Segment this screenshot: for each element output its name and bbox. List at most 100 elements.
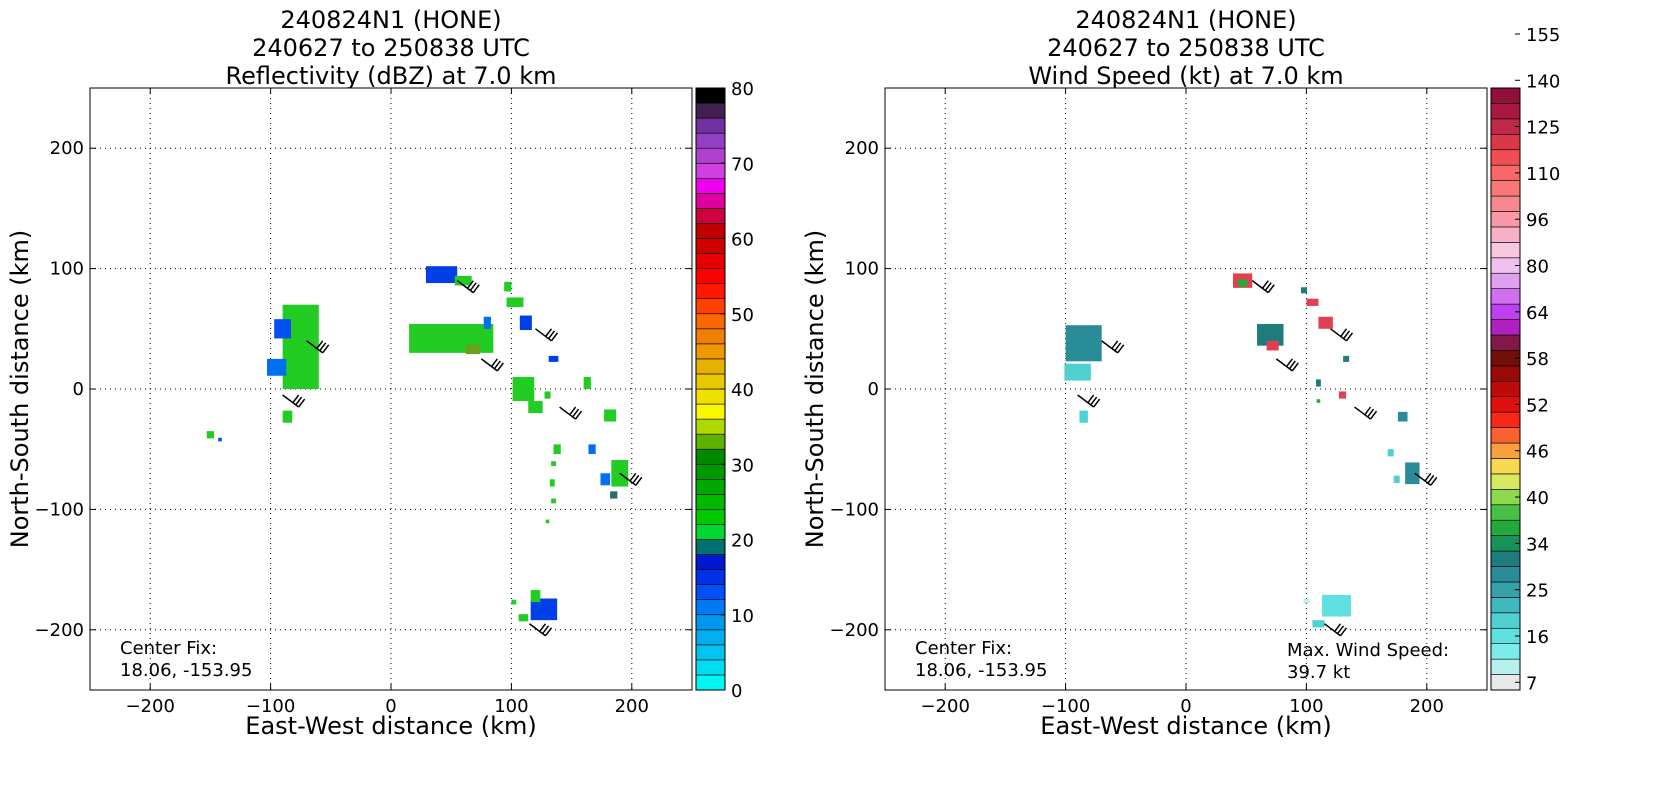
wind-barb-feather	[1424, 472, 1432, 482]
y-tick-label: 200	[845, 138, 879, 159]
wind-barb-feather	[292, 394, 300, 404]
wind-barb-feather	[1427, 474, 1435, 484]
colorbar-segment	[1490, 180, 1521, 197]
echo-cell	[282, 304, 319, 389]
y-tick-label: −100	[35, 499, 84, 520]
wind-barb	[1101, 340, 1125, 354]
echo-cell	[1338, 391, 1347, 399]
colorbar-tick-label: 80	[1526, 257, 1549, 278]
wind-barb-feather	[1336, 625, 1345, 635]
wind-barb-feather	[1114, 342, 1122, 352]
colorbar-segment	[1490, 427, 1521, 444]
echo-cell	[1303, 598, 1310, 604]
y-tick-label: 0	[73, 379, 84, 400]
echo-cell	[454, 275, 472, 286]
x-tick-label: 200	[1410, 696, 1444, 717]
echo-cell	[583, 376, 591, 389]
echo-cell	[1393, 475, 1400, 483]
echo-cell	[1316, 379, 1321, 387]
echo-cell	[528, 401, 543, 414]
colorbar-tick-label: 110	[1526, 164, 1560, 185]
x-tick-label: −100	[1041, 696, 1090, 717]
wind-barb-feather	[1117, 344, 1125, 354]
wind-barb-feather	[322, 344, 330, 354]
echo-cell	[518, 614, 529, 622]
colorbar-segment	[1490, 504, 1521, 521]
colorbar-tick-label: 58	[1526, 349, 1549, 370]
chart-title-line-1: 240824N1 (HONE)	[1075, 6, 1297, 34]
chart-title-line-1: 240824N1 (HONE)	[280, 6, 502, 34]
center-fix-label: Center Fix:	[915, 638, 1012, 659]
echo-cell	[1397, 411, 1408, 422]
wind-barb	[1354, 406, 1378, 420]
center-fix-value: 18.06, -153.95	[915, 660, 1047, 681]
y-axis-label: North-South distance (km)	[801, 230, 829, 549]
echo-cell	[1318, 316, 1333, 329]
wind-barb	[306, 340, 330, 354]
wind-barb-feather	[493, 360, 501, 370]
chart-title-line-3: Wind Speed (kt) at 7.0 km	[1028, 62, 1344, 90]
colorbar-segment	[1490, 612, 1521, 629]
center-fix-value: 18.06, -153.95	[120, 660, 252, 681]
colorbar-tick-label: 46	[1526, 442, 1549, 463]
colorbar-tick-label: 34	[1526, 534, 1549, 555]
echo-cell	[1306, 298, 1319, 306]
wind-barb-feather	[1369, 410, 1378, 420]
colorbar-tick-label: 40	[731, 380, 754, 401]
reflectivity-panel: 240824N1 (HONE) 240627 to 250838 UTC Ref…	[0, 0, 800, 787]
wind-barb-feather	[544, 328, 553, 338]
y-axis-label: North-South distance (km)	[6, 230, 34, 549]
colorbar-tick-label: 40	[1526, 488, 1549, 509]
wind-barb-feather	[469, 282, 477, 292]
echo-cell	[1316, 399, 1321, 403]
echo-cell	[553, 444, 561, 455]
wind-barb-feather	[1267, 284, 1275, 294]
echo-cell	[1266, 340, 1279, 351]
wind-barb-feather	[538, 623, 547, 633]
wind-barb-feather	[472, 284, 480, 294]
echo-cell	[1300, 287, 1308, 294]
colorbar-segment	[1490, 272, 1521, 289]
reflectivity-chart: −200 −100 0 100 200−200−1000100200East-West …	[6, 79, 754, 740]
echo-cell	[266, 358, 287, 376]
colorbar-tick-label: 30	[731, 455, 754, 476]
x-tick-label: 100	[494, 696, 528, 717]
center-fix-label: Center Fix:	[120, 638, 217, 659]
echo-cell	[544, 391, 551, 399]
echo-cell	[206, 431, 215, 439]
chart-title-line-3: Reflectivity (dBZ) at 7.0 km	[225, 62, 557, 90]
echo-cell	[604, 409, 617, 422]
echo-cell	[506, 297, 524, 308]
wind-barb-feather	[1111, 340, 1119, 350]
wind-barb	[619, 472, 643, 486]
wind-barb-feather	[629, 472, 637, 482]
wind-barb-feather	[550, 332, 559, 342]
colorbar-segment	[1490, 550, 1521, 567]
y-tick-label: −100	[830, 499, 879, 520]
y-tick-label: 200	[50, 138, 84, 159]
wind-barb-feather	[1285, 358, 1293, 368]
y-tick-label: 0	[868, 379, 879, 400]
chart-title-line-2: 240627 to 250838 UTC	[252, 34, 530, 62]
colorbar-segment	[1490, 87, 1521, 104]
max-wind-value: 39.7 kt	[1287, 662, 1350, 683]
x-tick-label: 0	[385, 696, 396, 717]
wind-barb-feather	[1291, 362, 1299, 372]
echo-cell	[551, 498, 556, 504]
colorbar-segment	[1490, 473, 1521, 490]
echo-cell	[218, 437, 222, 442]
wind-barb-feather	[490, 358, 498, 368]
echo-cell	[549, 479, 555, 487]
colorbar-segment	[1490, 597, 1521, 614]
colorbar-segment	[1490, 134, 1521, 151]
x-tick-label: −200	[920, 696, 969, 717]
wind-barb	[535, 328, 559, 342]
wind-barb-feather	[1261, 280, 1269, 290]
wind-barb-feather	[574, 410, 583, 420]
wind-barb	[529, 623, 553, 637]
colorbar-segment	[1490, 566, 1521, 583]
wind-barb	[559, 406, 583, 420]
colorbar-tick-label: 25	[1526, 581, 1549, 602]
colorbar-tick-label: 70	[731, 154, 754, 175]
wind-barb	[282, 394, 306, 408]
